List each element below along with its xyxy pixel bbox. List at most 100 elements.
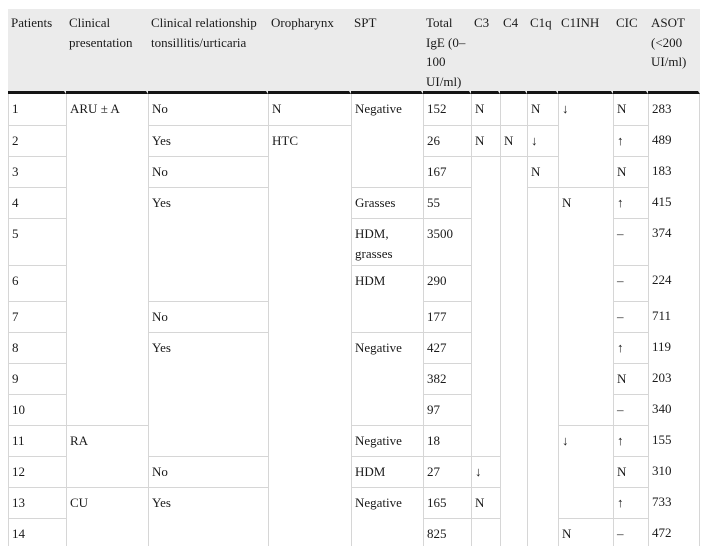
table-row: 12 No HDM 27 ↓ N 310 — [8, 456, 700, 487]
cell-c1inh: N — [558, 518, 613, 546]
cell-cic: – — [613, 518, 648, 546]
cell-c1q: N — [527, 156, 558, 187]
table-row: 8 Yes Negative 427 ↑ 119 — [8, 332, 700, 456]
cell-cic: ↑ — [613, 187, 648, 218]
cell-cic: – — [613, 265, 648, 301]
cell-c1q: N — [527, 94, 558, 125]
cell-asot: 203 — [648, 363, 700, 394]
cell-c4: N — [500, 125, 527, 156]
cell-asot: 472 — [648, 518, 700, 546]
cell-clinical_presentation: ARU ± A — [66, 94, 148, 425]
column-header-cic: CIC — [613, 9, 648, 94]
cell-patients: 6 — [8, 265, 66, 301]
cell-spt: Negative — [351, 425, 423, 456]
table-row: 3 No 167 N N 183 — [8, 156, 700, 546]
cell-total_ige: 825 — [423, 518, 471, 546]
column-header-c1inh: C1INH — [558, 9, 613, 94]
column-header-spt: SPT — [351, 9, 423, 94]
cell-asot: 183 — [648, 156, 700, 187]
cell-clinical_relationship: Yes — [148, 487, 268, 546]
cell-c1inh: N — [558, 187, 613, 425]
cell-total_ige: 97 — [423, 394, 471, 425]
cell-spt: HDM — [351, 265, 423, 332]
column-header-asot: ASOT (<200 UI/ml) — [648, 9, 700, 94]
cell-total_ige: 26 — [423, 125, 471, 156]
column-header-patients: Patients — [8, 9, 66, 94]
cell-c3: ↓ — [471, 456, 500, 487]
table-row: 5 HDM, grasses 3500 –374 — [8, 218, 700, 265]
cell-cic: N — [613, 456, 648, 487]
table-body: 1 ARU ± A No N Negative 152 N N ↓ N 283 2 Yes HTC 26 N N… — [8, 94, 700, 546]
cell-total_ige: 427 — [423, 332, 471, 363]
cell-cic: ↑ — [613, 125, 648, 156]
table-row: 4 Yes Grasses 55 N ↑ 415 — [8, 187, 700, 546]
column-header-c3: C3 — [471, 9, 500, 94]
cell-oropharynx: N — [268, 94, 351, 125]
table-row: 13 CU Yes Negative 165 N ↑ 733 — [8, 487, 700, 546]
table-row: 1 ARU ± A No N Negative 152 N N ↓ N 283 — [8, 94, 700, 425]
cell-patients: 4 — [8, 187, 66, 218]
cell-asot: 711 — [648, 301, 700, 332]
cell-total_ige: 27 — [423, 456, 471, 487]
cell-spt: Negative — [351, 332, 423, 425]
cell-cic: N — [613, 363, 648, 394]
cell-patients: 3 — [8, 156, 66, 187]
column-header-c4: C4 — [500, 9, 527, 94]
cell-asot: 224 — [648, 265, 700, 301]
cell-spt: Grasses — [351, 187, 423, 218]
column-header-clinical_presentation: Clinical presentation — [66, 9, 148, 94]
cell-clinical_relationship: Yes — [148, 187, 268, 301]
cell-cic: ↑ — [613, 425, 648, 456]
cell-total_ige: 152 — [423, 94, 471, 125]
patient-lab-results-table: Patients Clinical presentation Clinical re… — [8, 9, 700, 546]
table-row: 9 382 N 203 — [8, 363, 700, 394]
cell-clinical_relationship: No — [148, 94, 268, 125]
cell-c3: N — [471, 125, 500, 156]
cell-c4 — [500, 156, 527, 546]
cell-asot: 415 — [648, 187, 700, 218]
cell-spt: Negative — [351, 487, 423, 546]
cell-cic: N — [613, 156, 648, 187]
cell-clinical_relationship: No — [148, 456, 268, 487]
cell-asot: 340 — [648, 394, 700, 425]
cell-clinical_presentation: CU — [66, 487, 148, 546]
cell-total_ige: 18 — [423, 425, 471, 456]
table-row: 6 HDM 290 –224 — [8, 265, 700, 332]
cell-patients: 5 — [8, 218, 66, 265]
cell-asot: 155 — [648, 425, 700, 456]
cell-patients: 9 — [8, 363, 66, 394]
cell-c3 — [471, 156, 500, 456]
cell-clinical_relationship: Yes — [148, 125, 268, 156]
cell-clinical_relationship: No — [148, 301, 268, 332]
cell-total_ige: 290 — [423, 265, 471, 301]
cell-c1inh: ↓ — [558, 94, 613, 187]
cell-cic: N — [613, 94, 648, 125]
cell-patients: 10 — [8, 394, 66, 425]
cell-total_ige: 167 — [423, 156, 471, 187]
cell-cic: – — [613, 394, 648, 425]
cell-clinical_relationship: No — [148, 156, 268, 187]
cell-total_ige: 177 — [423, 301, 471, 332]
cell-c1q — [527, 187, 558, 546]
table-row: 11 RA Negative 18 ↓ ↑ 155 — [8, 425, 700, 518]
table-row: 14 825 N –472 — [8, 518, 700, 546]
cell-patients: 1 — [8, 94, 66, 125]
table-row: 2 Yes HTC 26 N N ↓ ↑ 489 — [8, 125, 700, 546]
cell-asot: 283 — [648, 94, 700, 125]
cell-c3: N — [471, 487, 500, 518]
column-header-oropharynx: Oropharynx — [268, 9, 351, 94]
column-header-clinical_relationship: Clinical relationship tonsillitis/urtica… — [148, 9, 268, 94]
cell-cic: ↑ — [613, 332, 648, 363]
cell-total_ige: 165 — [423, 487, 471, 518]
cell-patients: 8 — [8, 332, 66, 363]
cell-clinical_relationship: Yes — [148, 332, 268, 456]
cell-patients: 13 — [8, 487, 66, 518]
cell-cic: ↑ — [613, 487, 648, 518]
cell-asot: 310 — [648, 456, 700, 487]
cell-total_ige: 382 — [423, 363, 471, 394]
header-row: Patients Clinical presentation Clinical re… — [8, 9, 700, 94]
cell-c3: N — [471, 94, 500, 125]
cell-asot: 489 — [648, 125, 700, 156]
cell-patients: 12 — [8, 456, 66, 487]
